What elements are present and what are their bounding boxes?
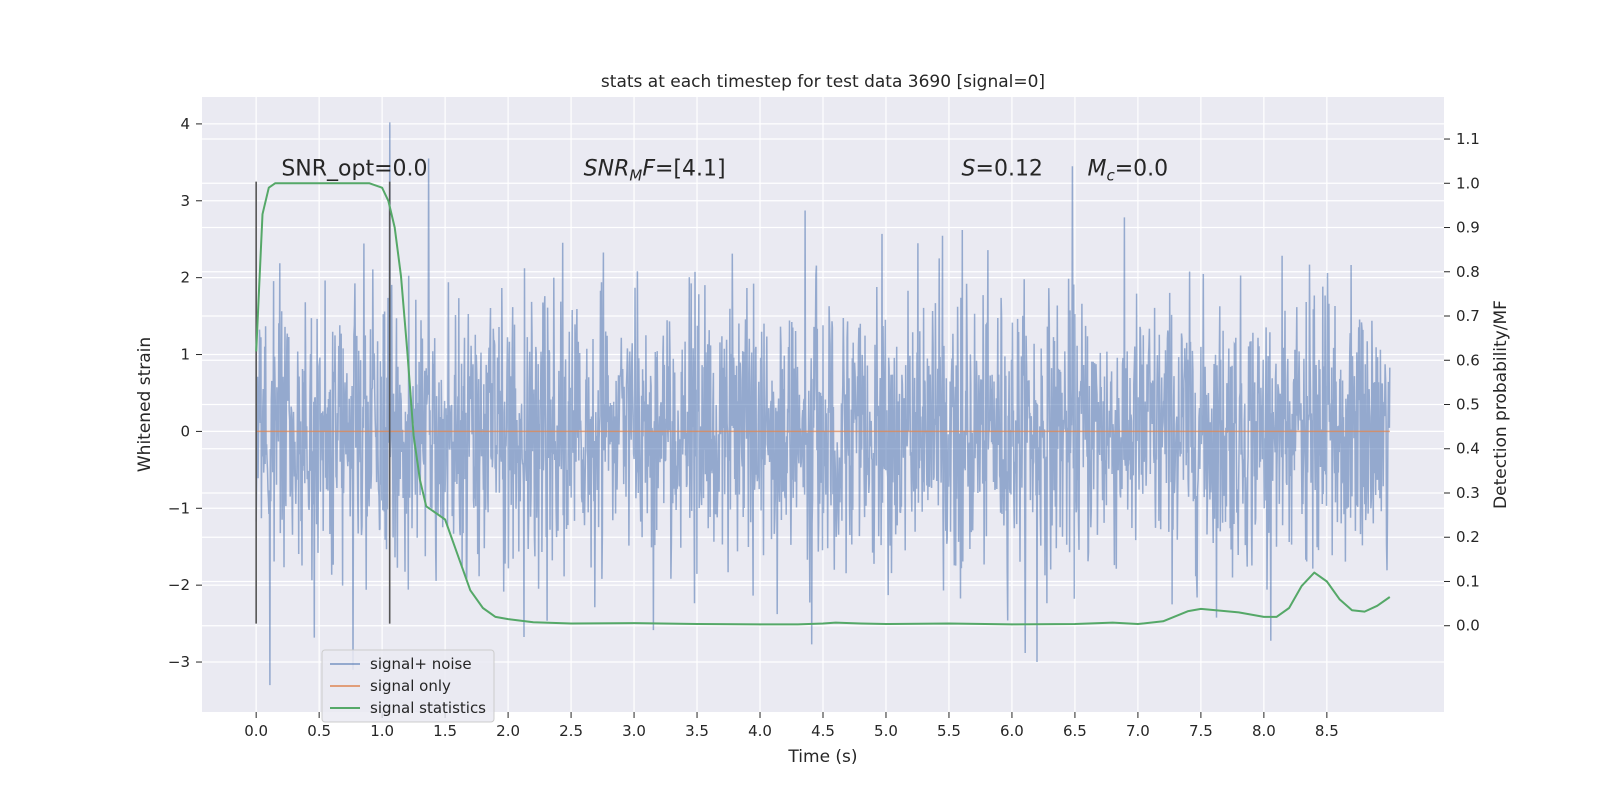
y-tick-label: 1	[180, 346, 190, 364]
x-tick-label: 8.5	[1315, 722, 1339, 740]
tick-layer: 0.0 0.5 1.0 1.5 2.0 2.5 3.0 3.5 4.0 4.5 5.0 5.5 6.0 6…	[168, 115, 1480, 740]
x-tick-label: 5.0	[874, 722, 898, 740]
y2-axis-label: Detection probability/MF	[1491, 300, 1511, 509]
annotation: SNR_opt=0.0	[281, 156, 427, 181]
annotation-layer: SNR_opt=0.0 SNRMF=[4.1] S=0.12 Mc=0.0	[281, 156, 1168, 184]
y-tick-label: 4	[180, 115, 190, 133]
y2-tick-label: 0.2	[1456, 528, 1480, 546]
noise-trace	[255, 122, 1391, 686]
statistics-trace	[255, 182, 1391, 626]
y-tick-label: 3	[180, 192, 190, 210]
legend-entry-signal-noise: signal+ noise	[370, 655, 472, 673]
x-tick-label: 7.0	[1126, 722, 1150, 740]
x-tick-label: 1.5	[433, 722, 457, 740]
legend: signal+ noise signal only signal statist…	[321, 649, 495, 723]
y2-tick-label: 1.1	[1456, 130, 1480, 148]
annotation: SNRMF=[4.1]	[584, 156, 726, 184]
y2-tick-label: 0.9	[1456, 219, 1480, 237]
x-tick-label: 0.0	[244, 722, 268, 740]
vertical-markers	[255, 181, 391, 624]
x-tick-label: 2.0	[496, 722, 520, 740]
x-tick-label: 2.5	[559, 722, 583, 740]
y2-tick-label: 0.6	[1456, 351, 1480, 369]
y-tick-label: 0	[180, 422, 190, 440]
x-tick-label: 7.5	[1189, 722, 1213, 740]
chart-title: stats at each timestep for test data 369…	[601, 72, 1045, 92]
y2-tick-label: 0.7	[1456, 307, 1480, 325]
x-tick-label: 3.0	[622, 722, 646, 740]
y2-tick-label: 0.1	[1456, 572, 1480, 590]
y2-tick-label: 1.0	[1456, 174, 1480, 192]
legend-entry-signal-only: signal only	[370, 677, 451, 695]
y-tick-label: −2	[168, 576, 190, 594]
x-tick-label: 4.0	[748, 722, 772, 740]
y2-tick-label: 0.5	[1456, 396, 1480, 414]
x-tick-label: 6.5	[1063, 722, 1087, 740]
annotation: S=0.12	[962, 156, 1043, 181]
legend-box	[321, 649, 495, 723]
y-tick-label: −3	[168, 653, 190, 671]
x-tick-label: 5.5	[937, 722, 961, 740]
series-signal-noise	[255, 122, 1391, 686]
x-tick-label: 1.0	[370, 722, 394, 740]
annotation: Mc=0.0	[1088, 156, 1169, 184]
x-tick-label: 4.5	[811, 722, 835, 740]
y-axis-label: Whitened strain	[135, 337, 155, 472]
x-tick-label: 8.0	[1252, 722, 1276, 740]
x-tick-label: 3.5	[685, 722, 709, 740]
x-tick-label: 6.0	[1000, 722, 1024, 740]
y-tick-label: −1	[168, 499, 190, 517]
x-tick-label: 0.5	[307, 722, 331, 740]
x-axis-label: Time (s)	[787, 747, 857, 767]
y2-tick-label: 0.0	[1456, 617, 1480, 635]
y2-tick-label: 0.4	[1456, 440, 1480, 458]
series-signal-statistics	[255, 182, 1391, 626]
y-tick-label: 2	[180, 269, 190, 287]
y2-tick-label: 0.8	[1456, 263, 1480, 281]
legend-entry-signal-statistics: signal statistics	[370, 699, 486, 717]
y2-tick-label: 0.3	[1456, 484, 1480, 502]
